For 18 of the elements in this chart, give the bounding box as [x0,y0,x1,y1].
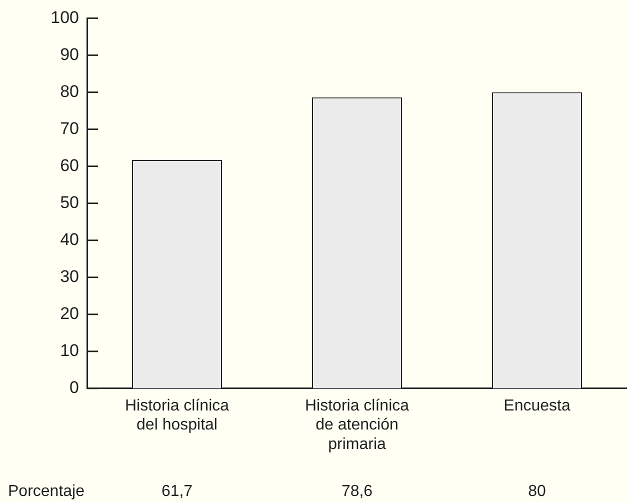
y-tick-label: 30 [60,267,79,286]
data-label: 80 [528,483,546,500]
y-tick-label: 70 [60,118,79,138]
y-tick-label: 20 [60,304,79,324]
y-tick-label: 80 [60,82,79,101]
y-tick-label: 60 [60,156,79,175]
x-tick-label: Encuesta [504,397,570,414]
y-tick-label: 100 [50,8,79,27]
y-tick-label: 50 [60,192,79,212]
x-tick-label: Historia clínica del hospital [124,397,230,434]
y-tick-label: 0 [70,378,79,398]
y-tick-label: 40 [60,230,79,250]
data-label: 61,7 [161,483,193,500]
x-tick-label: Historia clínica de atención primaria [304,397,410,453]
y-tick-label: 90 [60,44,79,64]
y-tick-label: 10 [60,341,79,360]
text: Porcentaje [8,483,85,500]
data-label: 78,6 [341,483,373,500]
